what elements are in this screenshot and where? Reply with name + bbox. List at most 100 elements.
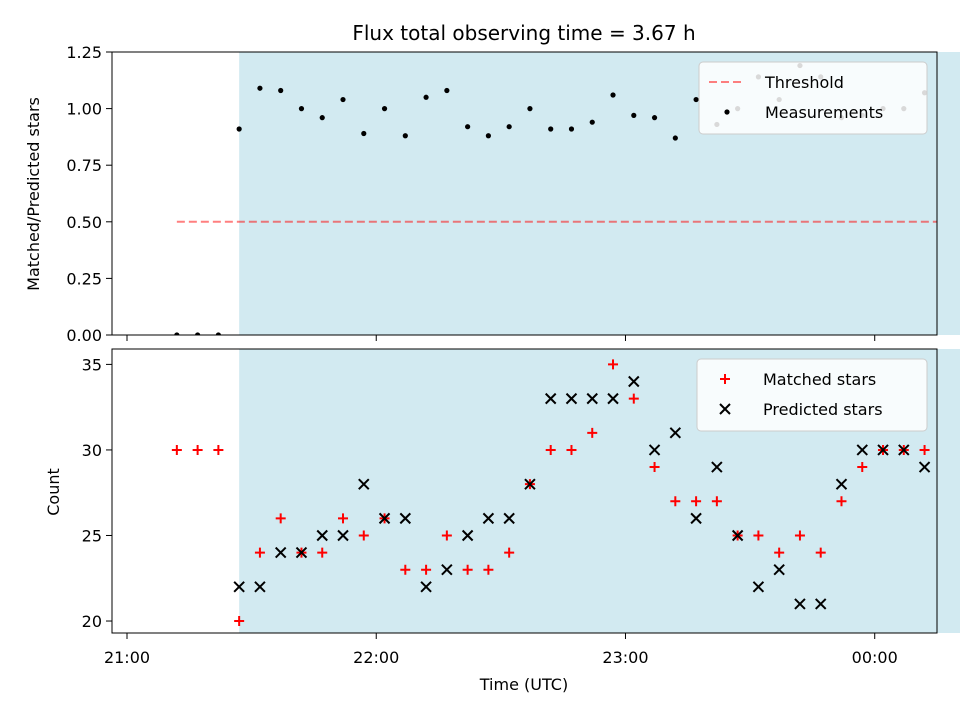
matched-star-point [608, 359, 619, 370]
predicted-star-point [669, 427, 682, 439]
predicted-star-point [586, 392, 598, 405]
predicted-star-point [898, 444, 910, 456]
measurement-point [319, 115, 325, 121]
predicted-star-point [420, 581, 432, 593]
legend-label: Matched stars [763, 370, 876, 389]
measurement-point [236, 126, 242, 132]
legend-label: Measurements [765, 103, 883, 122]
predicted-star-point [648, 444, 661, 456]
x-axis-label: Time (UTC) [479, 675, 568, 694]
y-tick-label: 30 [82, 441, 102, 460]
matched-star-point [587, 427, 598, 438]
measurement-point [672, 135, 678, 141]
matched-star-point [628, 393, 639, 404]
matched-star-point [753, 530, 764, 541]
predicted-star-point [461, 529, 474, 542]
measurement-point [568, 126, 575, 132]
predicted-star-point [877, 444, 889, 456]
matched-star-point [192, 444, 203, 455]
predicted-star-point [565, 392, 578, 405]
predicted-star-point [794, 598, 806, 610]
y-tick-label: 0.25 [66, 269, 102, 288]
predicted-star-point [815, 598, 827, 610]
legend-predicted-swatch [719, 403, 731, 415]
count-panel: 2025303521:0022:0023:0000:0001:0002:0003… [82, 348, 960, 667]
y-tick-label: 0.50 [66, 213, 102, 232]
predicted-star-point [295, 546, 308, 559]
predicted-star-point [628, 375, 640, 388]
measurement-point [693, 96, 699, 103]
matched-star-point [836, 496, 847, 507]
measurement-point [402, 133, 408, 139]
matched-star-point [545, 444, 556, 455]
count-y-axis-label: Count [44, 468, 63, 516]
measurement-point [548, 126, 554, 132]
predicted-star-point [690, 512, 702, 525]
predicted-star-point [358, 478, 370, 490]
x-tick-label: 00:00 [852, 648, 898, 667]
predicted-star-point [524, 478, 536, 490]
legend-label: Predicted stars [763, 400, 883, 419]
predicted-star-point [503, 512, 515, 525]
predicted-star-point [316, 529, 328, 542]
matched-star-point [254, 547, 265, 558]
measurement-point [257, 85, 263, 91]
predicted-star-point [233, 581, 245, 593]
matched-star-point [919, 444, 930, 455]
x-tick-label: 21:00 [104, 648, 150, 667]
measurement-point [506, 124, 512, 130]
measurement-point [298, 106, 305, 112]
matched-star-point [566, 444, 577, 455]
measurement-point [195, 332, 201, 335]
matched-star-point [234, 616, 245, 627]
measurement-point [423, 94, 429, 100]
matched-star-point [670, 496, 681, 507]
matched-star-point [462, 564, 473, 575]
matched-star-point [441, 530, 452, 541]
measurement-point [361, 130, 367, 137]
ratio-y-axis-label: Matched/Predicted stars [24, 97, 43, 291]
matched-star-point [275, 513, 286, 524]
matched-star-point [400, 564, 411, 575]
measurement-point [278, 87, 284, 94]
matched-star-point [213, 444, 224, 455]
legend-measurements-swatch [724, 109, 730, 115]
matched-star-point [338, 513, 349, 524]
measurement-point [527, 106, 533, 112]
predicted-star-point [441, 563, 453, 576]
matched-star-point [171, 444, 182, 455]
legend: Threshold Measurements [698, 61, 928, 135]
matched-star-point [815, 547, 826, 558]
measurement-point [651, 115, 658, 121]
predicted-star-point [274, 546, 287, 559]
plot-frame [111, 348, 938, 634]
chart-title: Flux total observing time = 3.67 h [352, 21, 695, 45]
legend: Matched stars Predicted stars [696, 358, 928, 432]
matched-star-point [691, 496, 702, 507]
predicted-star-point [254, 581, 266, 593]
matched-star-point [774, 547, 785, 558]
y-tick-label: 0.00 [66, 326, 102, 345]
plot-frame [111, 51, 938, 336]
y-tick-label: 0.75 [66, 156, 102, 175]
predicted-star-point [731, 529, 744, 542]
matched-star-point [483, 564, 494, 575]
matched-star-point [794, 530, 805, 541]
predicted-star-point [918, 461, 931, 473]
matched-star-point [711, 496, 722, 507]
measurement-point [444, 87, 450, 94]
legend-box [696, 358, 928, 432]
y-tick-label: 1.00 [66, 100, 102, 119]
measurement-point [485, 133, 491, 139]
predicted-star-point [835, 478, 848, 490]
y-tick-label: 25 [82, 526, 102, 545]
matched-star-point [857, 462, 868, 473]
measurement-point [340, 96, 346, 103]
legend-matched-swatch [720, 374, 730, 384]
y-tick-label: 1.25 [66, 43, 102, 62]
predicted-star-point [545, 392, 557, 405]
predicted-star-point [337, 529, 349, 542]
predicted-star-point [378, 512, 391, 525]
legend-label: Threshold [764, 73, 844, 92]
